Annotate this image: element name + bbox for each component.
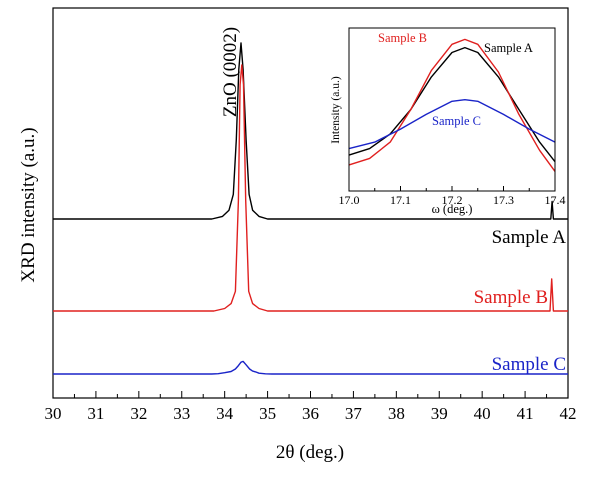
inset-x-tick-label: 17.3	[493, 193, 514, 207]
main-x-tick-label: 30	[45, 404, 62, 423]
inset-x-tick-label: 17.4	[545, 193, 566, 207]
zno-peak-annotation: ZnO (0002)	[220, 27, 241, 117]
main-x-axis-label: 2θ (deg.)	[276, 442, 344, 463]
main-x-tick-label: 40	[474, 404, 491, 423]
main-x-tick-label: 38	[388, 404, 405, 423]
main-x-tick-label: 34	[216, 404, 234, 423]
inset-background	[349, 28, 555, 191]
main-series-group	[53, 42, 568, 375]
main-series-label-sample-b: Sample B	[474, 287, 548, 308]
main-x-tick-label: 31	[87, 404, 104, 423]
main-series-labels: Sample A Sample B Sample C	[474, 227, 567, 375]
main-series-line-sample-c	[53, 360, 568, 375]
inset-series-group	[348, 38, 556, 172]
inset-series-line-sample-c	[348, 99, 556, 150]
main-series-line-sample-a	[53, 42, 568, 220]
main-x-ticks: 30 31 32 33 34 35 36 37 38 39 40 41 42	[45, 391, 577, 423]
main-x-tick-label: 39	[431, 404, 448, 423]
main-x-tick-label: 41	[517, 404, 534, 423]
inset-series-labels: Sample A Sample B Sample C	[378, 31, 533, 128]
main-x-tick-label: 35	[259, 404, 276, 423]
inset-x-axis-label: ω (deg.)	[432, 202, 473, 216]
main-y-axis-label: XRD intensity (a.u.)	[18, 127, 39, 282]
main-x-tick-label: 37	[345, 404, 363, 423]
main-x-tick-label: 33	[173, 404, 190, 423]
inset-x-ticks: 17.0 17.1 17.2 17.3 17.4	[339, 186, 566, 207]
inset-x-tick-label: 17.1	[390, 193, 411, 207]
main-series-label-sample-a: Sample A	[492, 227, 567, 248]
inset-series-label-sample-b: Sample B	[378, 31, 427, 45]
main-x-tick-label: 36	[302, 404, 319, 423]
inset-x-tick-label: 17.0	[339, 193, 360, 207]
main-series-line-sample-b	[53, 64, 568, 312]
main-series-label-sample-c: Sample C	[492, 354, 566, 375]
inset-series-label-sample-a: Sample A	[484, 41, 533, 55]
inset-x-tick-label: 17.2	[442, 193, 463, 207]
inset-series-label-sample-c: Sample C	[432, 114, 481, 128]
inset-y-axis-label: Intensity (a.u.)	[330, 76, 342, 144]
main-x-tick-label: 42	[560, 404, 577, 423]
inset-series-line-sample-b	[348, 38, 556, 172]
main-x-tick-label: 32	[130, 404, 147, 423]
